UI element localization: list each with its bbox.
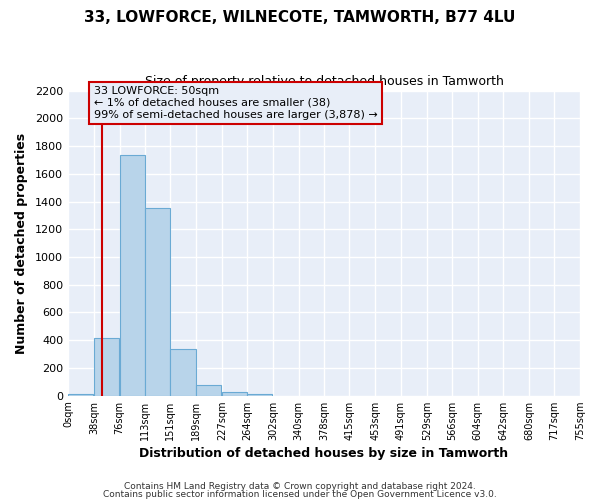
Bar <box>247 394 272 396</box>
Text: 33, LOWFORCE, WILNECOTE, TAMWORTH, B77 4LU: 33, LOWFORCE, WILNECOTE, TAMWORTH, B77 4… <box>85 10 515 25</box>
Text: Contains HM Land Registry data © Crown copyright and database right 2024.: Contains HM Land Registry data © Crown c… <box>124 482 476 491</box>
Bar <box>196 386 221 396</box>
Bar <box>119 155 145 396</box>
Text: Contains public sector information licensed under the Open Government Licence v3: Contains public sector information licen… <box>103 490 497 499</box>
Text: 33 LOWFORCE: 50sqm
← 1% of detached houses are smaller (38)
99% of semi-detached: 33 LOWFORCE: 50sqm ← 1% of detached hous… <box>94 86 377 120</box>
Bar <box>68 394 93 396</box>
Title: Size of property relative to detached houses in Tamworth: Size of property relative to detached ho… <box>145 75 503 88</box>
Bar <box>94 338 119 396</box>
Bar <box>222 392 247 396</box>
X-axis label: Distribution of detached houses by size in Tamworth: Distribution of detached houses by size … <box>139 447 509 460</box>
Y-axis label: Number of detached properties: Number of detached properties <box>15 132 28 354</box>
Bar <box>145 208 170 396</box>
Bar <box>170 348 196 396</box>
